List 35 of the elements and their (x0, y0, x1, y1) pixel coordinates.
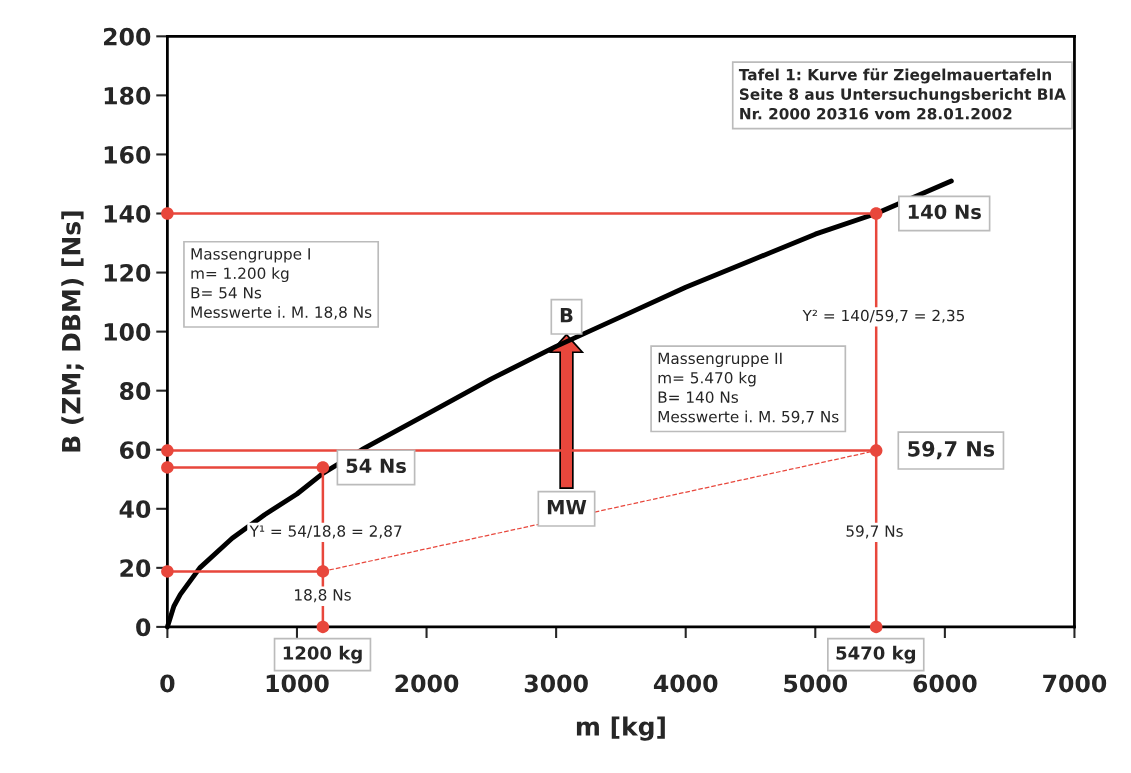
y-tick-label: 60 (120, 441, 151, 460)
annotation: Tafel 1: Kurve für Ziegelmauertafeln Seite 8 aus Untersuchungsbericht BIA Nr. 2000 20316 vom 28.01.2002 (738, 68, 1066, 120)
x-tick-label: 1000 (266, 674, 329, 693)
x-tick-label: 6000 (913, 674, 977, 693)
x-tick-label: 7000 (1043, 674, 1107, 693)
y-tick-label: 140 (104, 204, 151, 223)
y-tick-label: 20 (120, 559, 151, 578)
x-tick-label: 5000 (784, 674, 848, 693)
y-tick-label: 80 (120, 382, 151, 400)
y-tick-label: 100 (104, 323, 151, 341)
y-axis-title: B (ZM; DBM) [Ns] (61, 211, 84, 452)
annotation: 54 Ns (346, 458, 406, 474)
x-tick-label: 3000 (524, 674, 588, 693)
annotation: 140 Ns (908, 204, 981, 220)
annotation: Y¹ = 54/18,8 = 2,87 (249, 525, 402, 539)
annotation: Y² = 140/59,7 = 2,35 (802, 309, 965, 323)
y-tick-label: 180 (104, 86, 151, 105)
annotation: MW (547, 499, 587, 515)
annotation: Massengruppe I m= 1.200 kg B= 54 Ns Messwerte i. M. 18,8 Ns (191, 248, 372, 320)
annotation: B (560, 308, 573, 323)
text: 1200 kg (283, 645, 362, 664)
annotation: 18,8 Ns (295, 589, 351, 603)
y-tick-label: 40 (119, 500, 151, 519)
annotation: 59,7 Ns (908, 440, 995, 460)
text: 5470 kg (836, 645, 916, 664)
y-tick-label: 120 (104, 264, 151, 282)
x-axis-title: m [kg] (576, 716, 665, 741)
annotation: 59,7 Ns (846, 525, 903, 539)
annotation: Massengruppe II m= 5.470 kg B= 140 Ns Messwerte i. M. 59,7 Ns (658, 352, 839, 424)
y-tick-label: 160 (104, 145, 151, 164)
y-tick-label: 0 (136, 618, 151, 637)
x-tick-label: 0 (160, 674, 175, 693)
y-tick-label: 200 (104, 27, 151, 46)
x-tick-label: 2000 (395, 674, 459, 693)
x-tick-label: 4000 (653, 674, 718, 693)
